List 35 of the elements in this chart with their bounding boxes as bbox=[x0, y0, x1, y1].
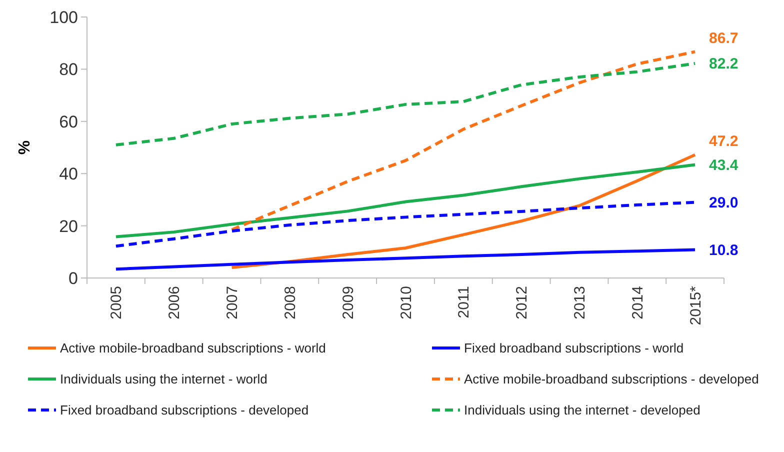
line-series bbox=[230, 50, 697, 232]
x-tick-label: 2005 bbox=[108, 286, 126, 320]
data-label: 86.7 bbox=[709, 30, 738, 47]
x-tick-label: 2006 bbox=[166, 286, 184, 320]
y-axis-title: % bbox=[16, 140, 34, 155]
legend-label: Fixed broadband subscriptions - world bbox=[464, 340, 684, 356]
data-label: 47.2 bbox=[709, 133, 738, 150]
y-tick-label: 40 bbox=[59, 164, 78, 184]
data-label: 82.2 bbox=[709, 56, 738, 73]
y-tick-label: 80 bbox=[59, 60, 78, 80]
legend-label: Active mobile-broadband subscriptions - developed bbox=[464, 372, 759, 387]
y-tick-label: 20 bbox=[59, 216, 78, 236]
line-series bbox=[114, 62, 697, 146]
line-series bbox=[114, 200, 697, 248]
x-tick-label: 2014 bbox=[629, 286, 646, 320]
data-label: 10.8 bbox=[709, 242, 738, 260]
x-tick-label: 2013 bbox=[571, 286, 588, 320]
line-series bbox=[114, 248, 697, 271]
data-label: 43.4 bbox=[709, 156, 739, 174]
x-tick-label: 2012 bbox=[514, 286, 531, 320]
x-tick-label: 2010 bbox=[398, 286, 415, 320]
x-tick-label: 2008 bbox=[282, 286, 299, 320]
x-tick-label: 2007 bbox=[224, 286, 242, 320]
legend-label: Fixed broadband subscriptions - developed bbox=[60, 402, 309, 418]
y-tick-label: 60 bbox=[59, 112, 78, 132]
y-tick-label: 0 bbox=[68, 268, 78, 288]
data-label: 29.0 bbox=[709, 194, 738, 212]
legend-label: Active mobile-broadband subscriptions - world bbox=[60, 340, 326, 356]
x-tick-label: 2011 bbox=[456, 286, 473, 318]
x-tick-label: 2015* bbox=[687, 286, 704, 326]
legend-label: Individuals using the internet - world bbox=[60, 372, 268, 387]
y-tick-label: 100 bbox=[50, 8, 78, 27]
x-tick-label: 2009 bbox=[340, 286, 357, 320]
line-series bbox=[114, 163, 697, 238]
legend-label: Individuals using the internet - developed bbox=[464, 402, 700, 418]
